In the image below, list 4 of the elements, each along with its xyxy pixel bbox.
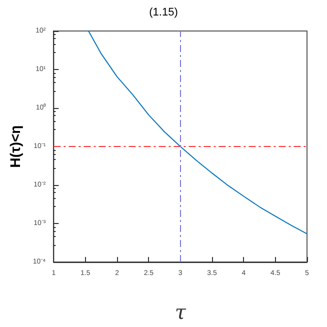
line-series <box>88 30 308 234</box>
x-axis-title: τ <box>174 300 187 324</box>
y-axis-title: H(τ)<η <box>7 125 23 168</box>
chart-title: (1.15) <box>149 6 178 18</box>
